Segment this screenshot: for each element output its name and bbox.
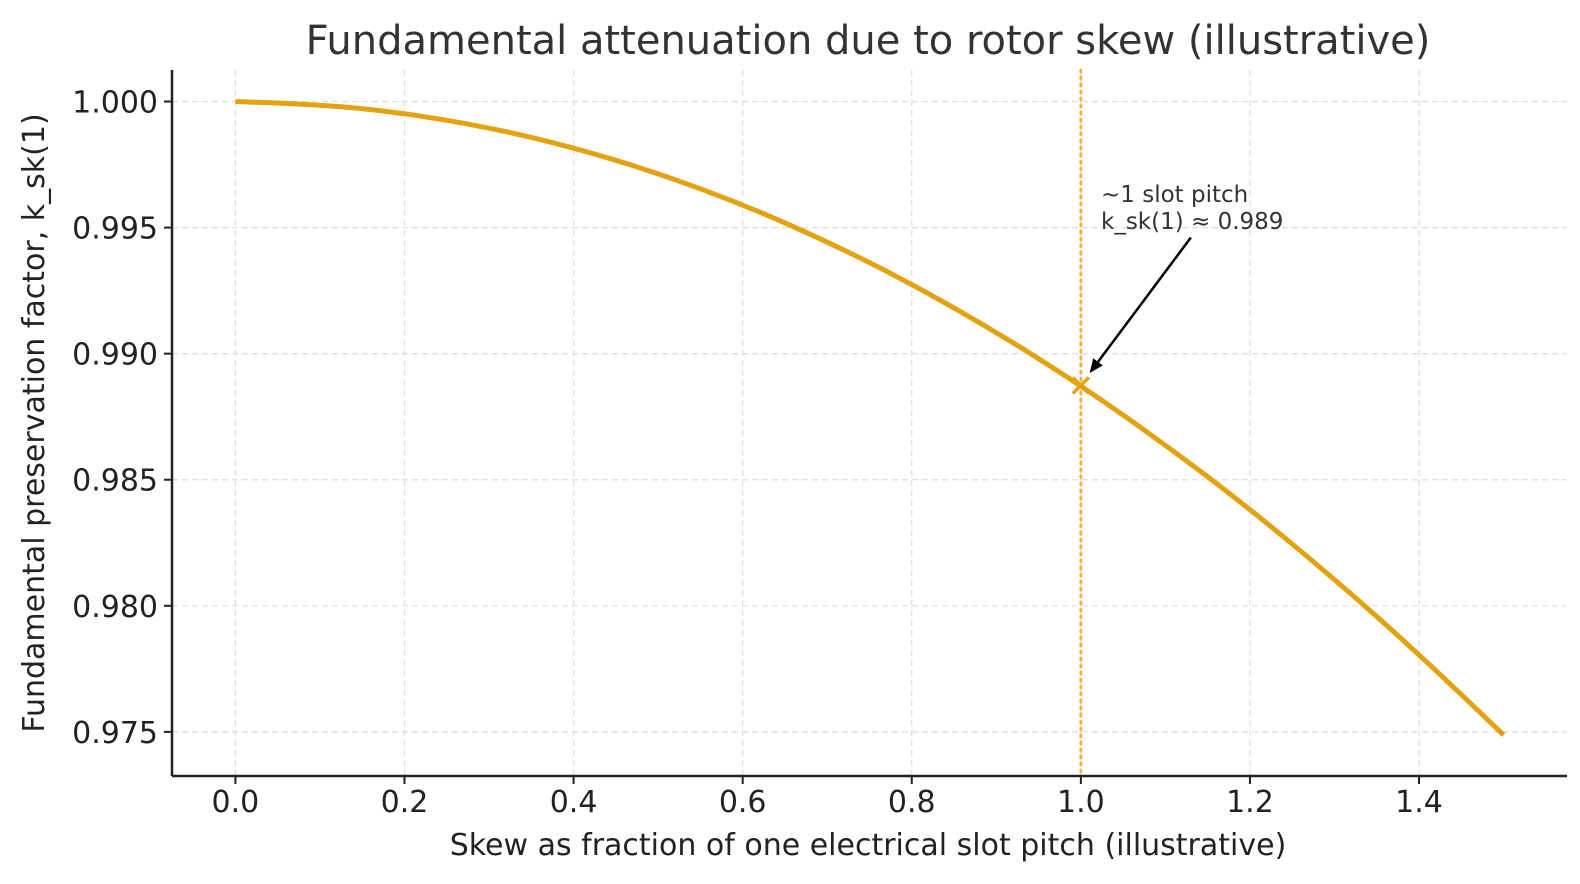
- axes: [170, 70, 1567, 778]
- x-tick-label: 1.2: [1226, 785, 1274, 820]
- chart-title: Fundamental attenuation due to rotor ske…: [306, 18, 1431, 64]
- annotation-line-2: k_sk(1) ≈ 0.989: [1101, 209, 1283, 235]
- y-tick-label: 0.980: [72, 590, 158, 625]
- y-tick-label: 0.990: [72, 338, 158, 373]
- x-ticks: 0.0 0.2 0.4 0.6 0.8 1.0 1.2 1.4: [212, 776, 1443, 820]
- marker-layer: [1071, 376, 1091, 395]
- annotation-line-1: ~1 slot pitch: [1101, 182, 1248, 208]
- y-tick-label: 0.995: [72, 212, 158, 247]
- data-point-marker: [1071, 376, 1091, 395]
- marker-stroke: [1071, 376, 1091, 395]
- annotation-arrow: [1089, 236, 1192, 374]
- x-tick-label: 0.2: [381, 785, 429, 820]
- y-tick-label: 1.000: [72, 86, 158, 121]
- x-tick-label: 0.0: [212, 785, 260, 820]
- series-line: [235, 99, 1506, 737]
- x-tick-label: 0.8: [888, 785, 936, 820]
- x-tick-label: 1.0: [1057, 785, 1105, 820]
- x-tick-label: 1.4: [1395, 785, 1443, 820]
- y-axis-label: Fundamental preservation factor, k_sk(1): [17, 113, 52, 732]
- x-tick-label: 0.6: [719, 785, 767, 820]
- x-tick-label: 0.4: [550, 785, 598, 820]
- series-layer: [235, 99, 1506, 737]
- y-tick-label: 0.985: [72, 464, 158, 499]
- annotation-layer: ~1 slot pitch k_sk(1) ≈ 0.989: [1089, 182, 1283, 374]
- y-ticks: 1.000 0.995 0.990 0.985 0.980 0.975: [72, 86, 172, 751]
- x-axis-label: Skew as fraction of one electrical slot …: [450, 828, 1287, 863]
- y-tick-label: 0.975: [72, 716, 158, 751]
- grid: [172, 70, 1567, 776]
